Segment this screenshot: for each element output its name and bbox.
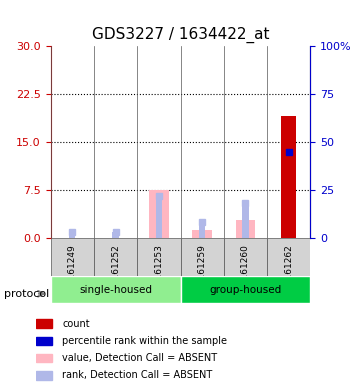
Bar <box>156 197 162 238</box>
FancyBboxPatch shape <box>51 276 180 303</box>
Text: percentile rank within the sample: percentile rank within the sample <box>62 336 227 346</box>
Text: rank, Detection Call = ABSENT: rank, Detection Call = ABSENT <box>62 370 212 381</box>
Bar <box>69 232 75 238</box>
Text: GSM161252: GSM161252 <box>111 244 120 299</box>
Text: GSM161262: GSM161262 <box>284 244 293 299</box>
Bar <box>192 230 212 238</box>
Text: group-housed: group-housed <box>209 285 282 295</box>
Bar <box>149 190 169 238</box>
Text: protocol: protocol <box>4 289 49 299</box>
Text: count: count <box>62 318 90 329</box>
Bar <box>36 337 52 345</box>
Bar <box>236 220 255 238</box>
FancyBboxPatch shape <box>180 238 224 276</box>
Bar <box>36 354 52 362</box>
FancyBboxPatch shape <box>137 238 180 276</box>
Bar <box>36 371 52 379</box>
Text: single-housed: single-housed <box>79 285 152 295</box>
FancyBboxPatch shape <box>224 238 267 276</box>
FancyBboxPatch shape <box>180 276 310 303</box>
Bar <box>281 116 296 238</box>
Text: GSM161259: GSM161259 <box>198 244 206 299</box>
FancyBboxPatch shape <box>51 238 94 276</box>
Text: GSM161249: GSM161249 <box>68 244 77 299</box>
FancyBboxPatch shape <box>94 238 137 276</box>
FancyBboxPatch shape <box>267 238 310 276</box>
Text: GSM161260: GSM161260 <box>241 244 250 299</box>
Bar <box>112 232 119 238</box>
Text: GSM161253: GSM161253 <box>155 244 163 299</box>
Bar <box>199 222 205 238</box>
Bar <box>242 203 249 238</box>
Text: GDS3227 / 1634422_at: GDS3227 / 1634422_at <box>92 27 269 43</box>
Bar <box>36 319 52 328</box>
Text: value, Detection Call = ABSENT: value, Detection Call = ABSENT <box>62 353 217 363</box>
